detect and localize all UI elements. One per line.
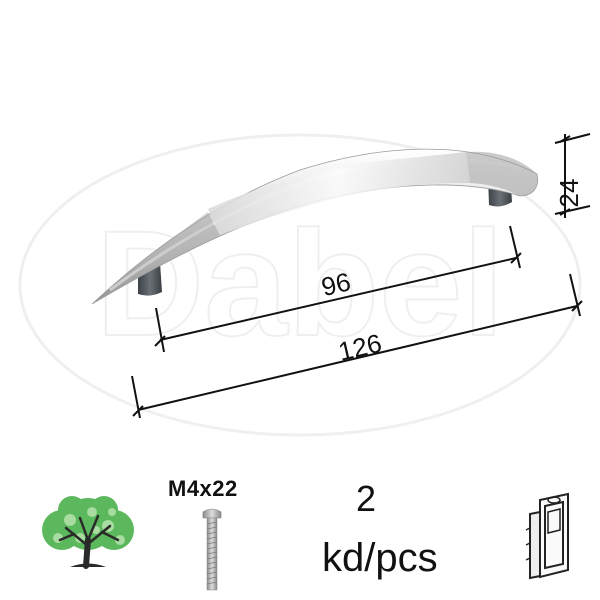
quantity-value: 2 — [356, 478, 377, 519]
quantity-unit: kd/pcs — [322, 536, 438, 580]
dimension-hole-spacing — [154, 225, 522, 353]
handle-body — [91, 148, 539, 305]
tree-icon — [42, 496, 134, 569]
dimension-hole-spacing-label: 96 — [319, 266, 354, 302]
blister-pack-icon — [525, 492, 569, 580]
dimension-height-label: 24 — [554, 179, 584, 208]
dimension-total-length — [131, 273, 583, 419]
dimension-height — [554, 133, 591, 218]
screw-size-label: M4x22 — [168, 476, 238, 501]
screw-icon — [202, 508, 222, 591]
